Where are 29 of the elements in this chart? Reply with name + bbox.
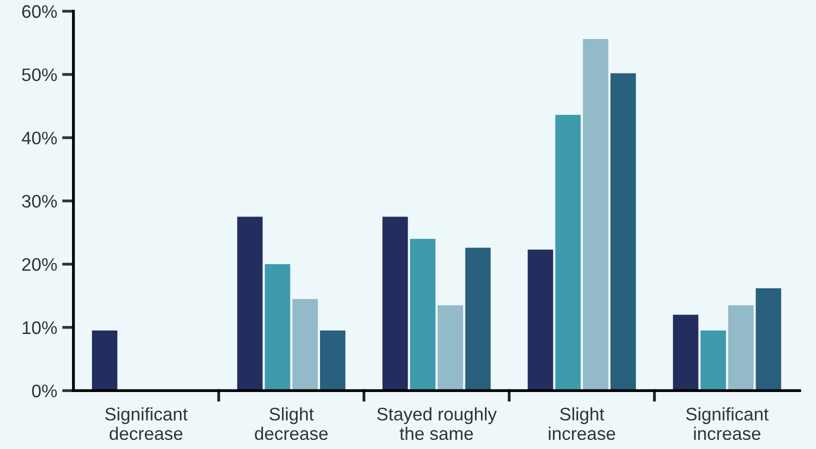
bar (410, 238, 436, 391)
y-tick-label: 0% (32, 384, 57, 398)
x-tick-label: Slight increase (548, 407, 616, 440)
bar (292, 298, 318, 391)
y-tick-label: 50% (22, 68, 57, 82)
bar (728, 305, 754, 391)
y-tick-label: 10% (22, 321, 57, 334)
bar (610, 73, 636, 391)
bar (700, 330, 726, 391)
bar (237, 216, 263, 391)
y-tick-label: 30% (22, 194, 57, 208)
x-tick-label: Stayed roughly the same (377, 407, 497, 440)
bar (320, 330, 346, 391)
x-tick-label: Significant decrease (105, 407, 188, 440)
y-tick-label: 20% (22, 258, 57, 271)
x-tick-label: Significant increase (686, 407, 769, 440)
y-tick-label: 40% (22, 132, 57, 144)
bar (92, 330, 118, 391)
bar (438, 305, 464, 391)
bar (264, 264, 290, 391)
bar (756, 288, 782, 391)
bar (528, 250, 554, 391)
bar (582, 39, 608, 391)
y-tick-label: 60% (22, 5, 57, 18)
bar (382, 216, 408, 391)
bar (672, 314, 698, 391)
bar (465, 248, 491, 391)
bar (555, 114, 581, 391)
x-tick-label: Slight decrease (254, 407, 328, 440)
